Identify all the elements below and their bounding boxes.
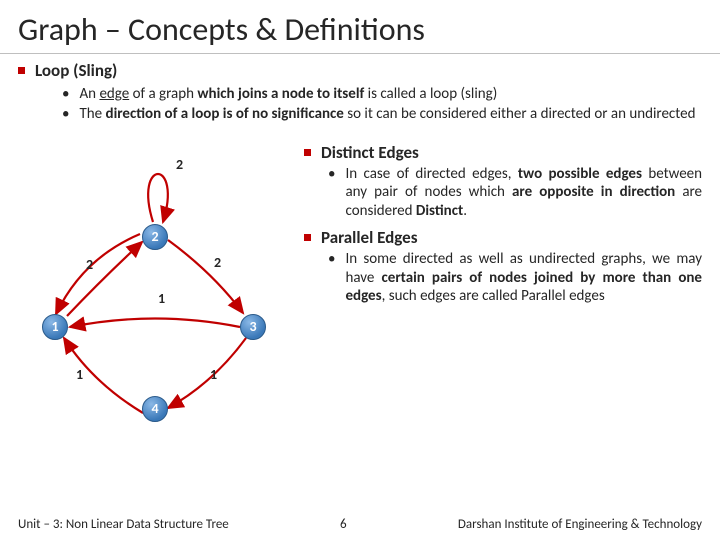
right-sub-text: In some directed as well as undirected g…	[345, 250, 702, 306]
graph-svg	[18, 138, 298, 428]
dot-bullet-icon: •	[328, 165, 335, 184]
right-bullet-label: Distinct Edges	[321, 142, 419, 163]
square-bullet-icon	[18, 67, 25, 74]
square-bullet-icon	[304, 234, 311, 241]
right-bullet: Distinct Edges	[304, 142, 702, 163]
right-text-column: Distinct Edges • In case of directed edg…	[298, 138, 702, 418]
dot-bullet-icon: •	[62, 105, 69, 124]
right-bullet: Parallel Edges	[304, 227, 702, 248]
main-bullet-label: Loop (Sling)	[35, 60, 117, 81]
sub-bullet-text: The direction of a loop is of no signifi…	[79, 105, 695, 124]
main-bullet: Loop (Sling)	[18, 60, 702, 81]
graph-node-2: 2	[142, 224, 168, 250]
footer-page-number: 6	[340, 517, 347, 532]
content-area: Loop (Sling) • An edge of a graph which …	[0, 54, 720, 418]
dot-bullet-icon: •	[328, 250, 335, 269]
edge-label: 2	[86, 256, 93, 273]
square-bullet-icon	[304, 149, 311, 156]
graph-node-4: 4	[142, 396, 168, 422]
edge-label: 2	[176, 156, 183, 173]
right-bullet-label: Parallel Edges	[321, 227, 417, 248]
footer-right: Darshan Institute of Engineering & Techn…	[458, 517, 702, 532]
sub-bullet-item: • The direction of a loop is of no signi…	[62, 105, 702, 124]
sub-bullet-list: • An edge of a graph which joins a node …	[62, 85, 702, 124]
footer: Unit – 3: Non Linear Data Structure Tree…	[0, 517, 720, 532]
two-column-layout: 1 2 3 4 2 2 2 1 1 1 Distinct Edges • In …	[18, 138, 702, 418]
edge-label: 1	[158, 290, 165, 307]
edge-label: 1	[210, 366, 217, 383]
sub-bullet-text: An edge of a graph which joins a node to…	[79, 85, 497, 104]
graph-node-3: 3	[240, 314, 266, 340]
right-sub-text: In case of directed edges, two possible …	[345, 165, 702, 221]
right-sub-bullet: • In case of directed edges, two possibl…	[328, 165, 702, 221]
edge-label: 2	[214, 254, 221, 271]
footer-left: Unit – 3: Non Linear Data Structure Tree	[18, 517, 229, 532]
graph-node-1: 1	[42, 314, 68, 340]
dot-bullet-icon: •	[62, 85, 69, 104]
sub-bullet-item: • An edge of a graph which joins a node …	[62, 85, 702, 104]
page-title: Graph – Concepts & Definitions	[0, 0, 720, 54]
graph-diagram: 1 2 3 4 2 2 2 1 1 1	[18, 138, 298, 418]
right-sub-bullet: • In some directed as well as undirected…	[328, 250, 702, 306]
edge-label: 1	[76, 366, 83, 383]
